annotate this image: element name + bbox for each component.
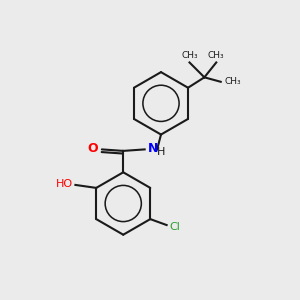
Text: H: H: [157, 147, 166, 158]
Text: CH₃: CH₃: [208, 51, 225, 60]
Text: N: N: [148, 142, 159, 155]
Text: CH₃: CH₃: [181, 51, 198, 60]
Text: CH₃: CH₃: [224, 77, 241, 86]
Text: O: O: [88, 142, 98, 155]
Text: HO: HO: [56, 179, 73, 189]
Text: Cl: Cl: [169, 221, 180, 232]
